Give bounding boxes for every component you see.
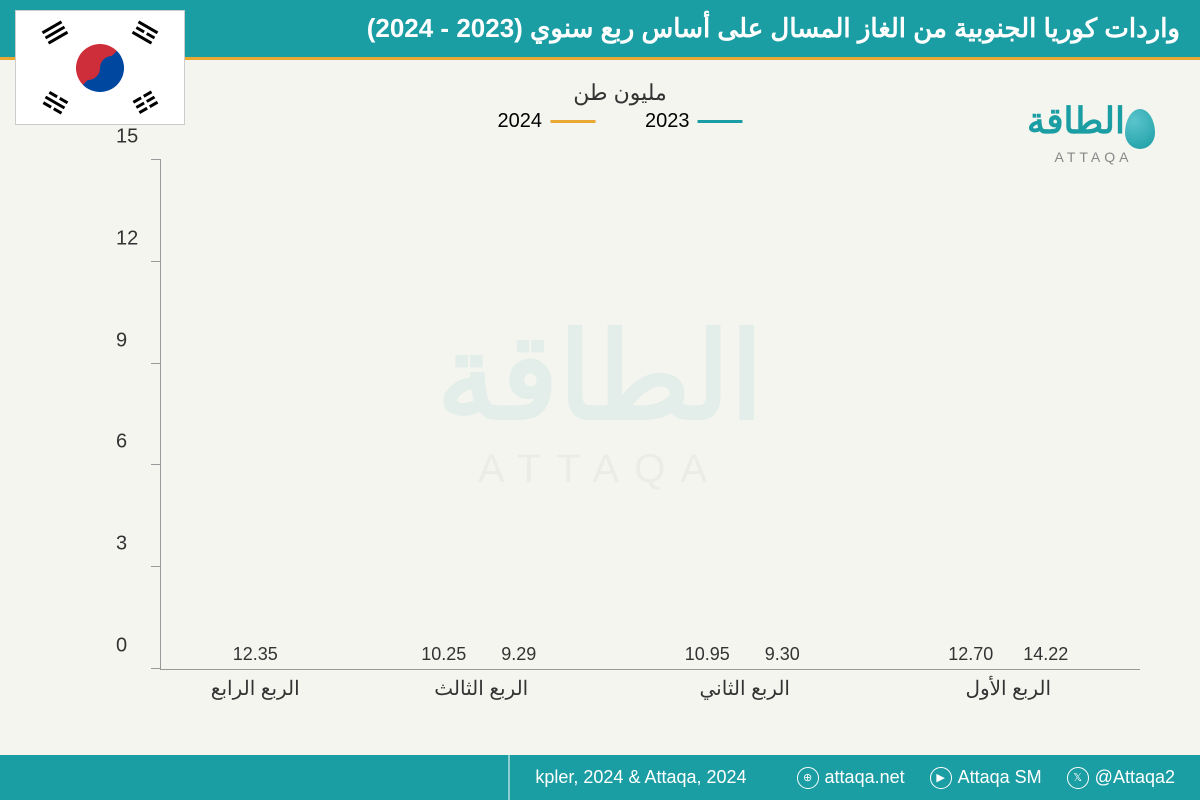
y-tick: [151, 159, 161, 160]
legend-swatch: [550, 120, 595, 123]
footer-socials: 𝕏 @Attaqa2 ▶ Attaqa SM ⊕ attaqa.net: [772, 767, 1200, 789]
bar-value-label: 14.22: [1023, 644, 1068, 665]
plot-area: 14.2212.70الربع الأول9.3010.95الربع الثا…: [160, 160, 1140, 670]
x-axis-label: الربع الثالث: [434, 676, 528, 701]
social-link[interactable]: 𝕏 @Attaqa2: [1067, 767, 1175, 789]
bar-value-label: 12.35: [233, 644, 278, 665]
y-tick-label: 3: [116, 533, 127, 556]
footer-bar: 𝕏 @Attaqa2 ▶ Attaqa SM ⊕ attaqa.net kpler, 20…: [0, 755, 1200, 800]
social-handle: @Attaqa2: [1095, 767, 1175, 788]
legend-item: 2024: [498, 110, 596, 133]
bars-container: 14.2212.70الربع الأول9.3010.95الربع الثا…: [161, 160, 1140, 669]
legend-label: 2024: [498, 110, 543, 133]
legend: 2023 2024: [498, 110, 743, 133]
legend-swatch: [698, 120, 743, 123]
legend-item: 2023: [645, 110, 743, 133]
y-tick-label: 15: [116, 126, 138, 149]
y-axis-label: مليون طن: [573, 80, 667, 106]
y-tick-label: 0: [116, 635, 127, 658]
social-link[interactable]: ▶ Attaqa SM: [930, 767, 1042, 789]
chart-container: مليون طن 20232024 14.2212.70الربع الأول9…: [100, 130, 1140, 710]
bar-value-label: 12.70: [948, 644, 993, 665]
x-axis-label: الربع الأول: [965, 676, 1051, 701]
legend-label: 2023: [645, 110, 690, 133]
y-tick-label: 6: [116, 431, 127, 454]
footer-source: kpler, 2024 & Attaqa, 2024: [508, 755, 771, 800]
y-tick: [151, 363, 161, 364]
social-link[interactable]: ⊕ attaqa.net: [797, 767, 905, 789]
social-icon: 𝕏: [1067, 767, 1089, 789]
social-icon: ⊕: [797, 767, 819, 789]
x-axis-label: الربع الرابع: [211, 676, 300, 701]
social-icon: ▶: [930, 767, 952, 789]
y-tick-label: 12: [116, 227, 138, 250]
y-tick: [151, 668, 161, 669]
social-handle: attaqa.net: [825, 767, 905, 788]
social-handle: Attaqa SM: [958, 767, 1042, 788]
bar-value-label: 10.25: [421, 644, 466, 665]
page-title: واردات كوريا الجنوبية من الغاز المسال عل…: [367, 13, 1180, 44]
y-tick-label: 9: [116, 329, 127, 352]
y-tick: [151, 566, 161, 567]
bar-value-label: 10.95: [685, 644, 730, 665]
y-tick: [151, 261, 161, 262]
x-axis-label: الربع الثاني: [700, 676, 790, 701]
bar-value-label: 9.29: [501, 644, 536, 665]
bar-value-label: 9.30: [765, 644, 800, 665]
korea-flag: [15, 10, 185, 125]
y-tick: [151, 464, 161, 465]
